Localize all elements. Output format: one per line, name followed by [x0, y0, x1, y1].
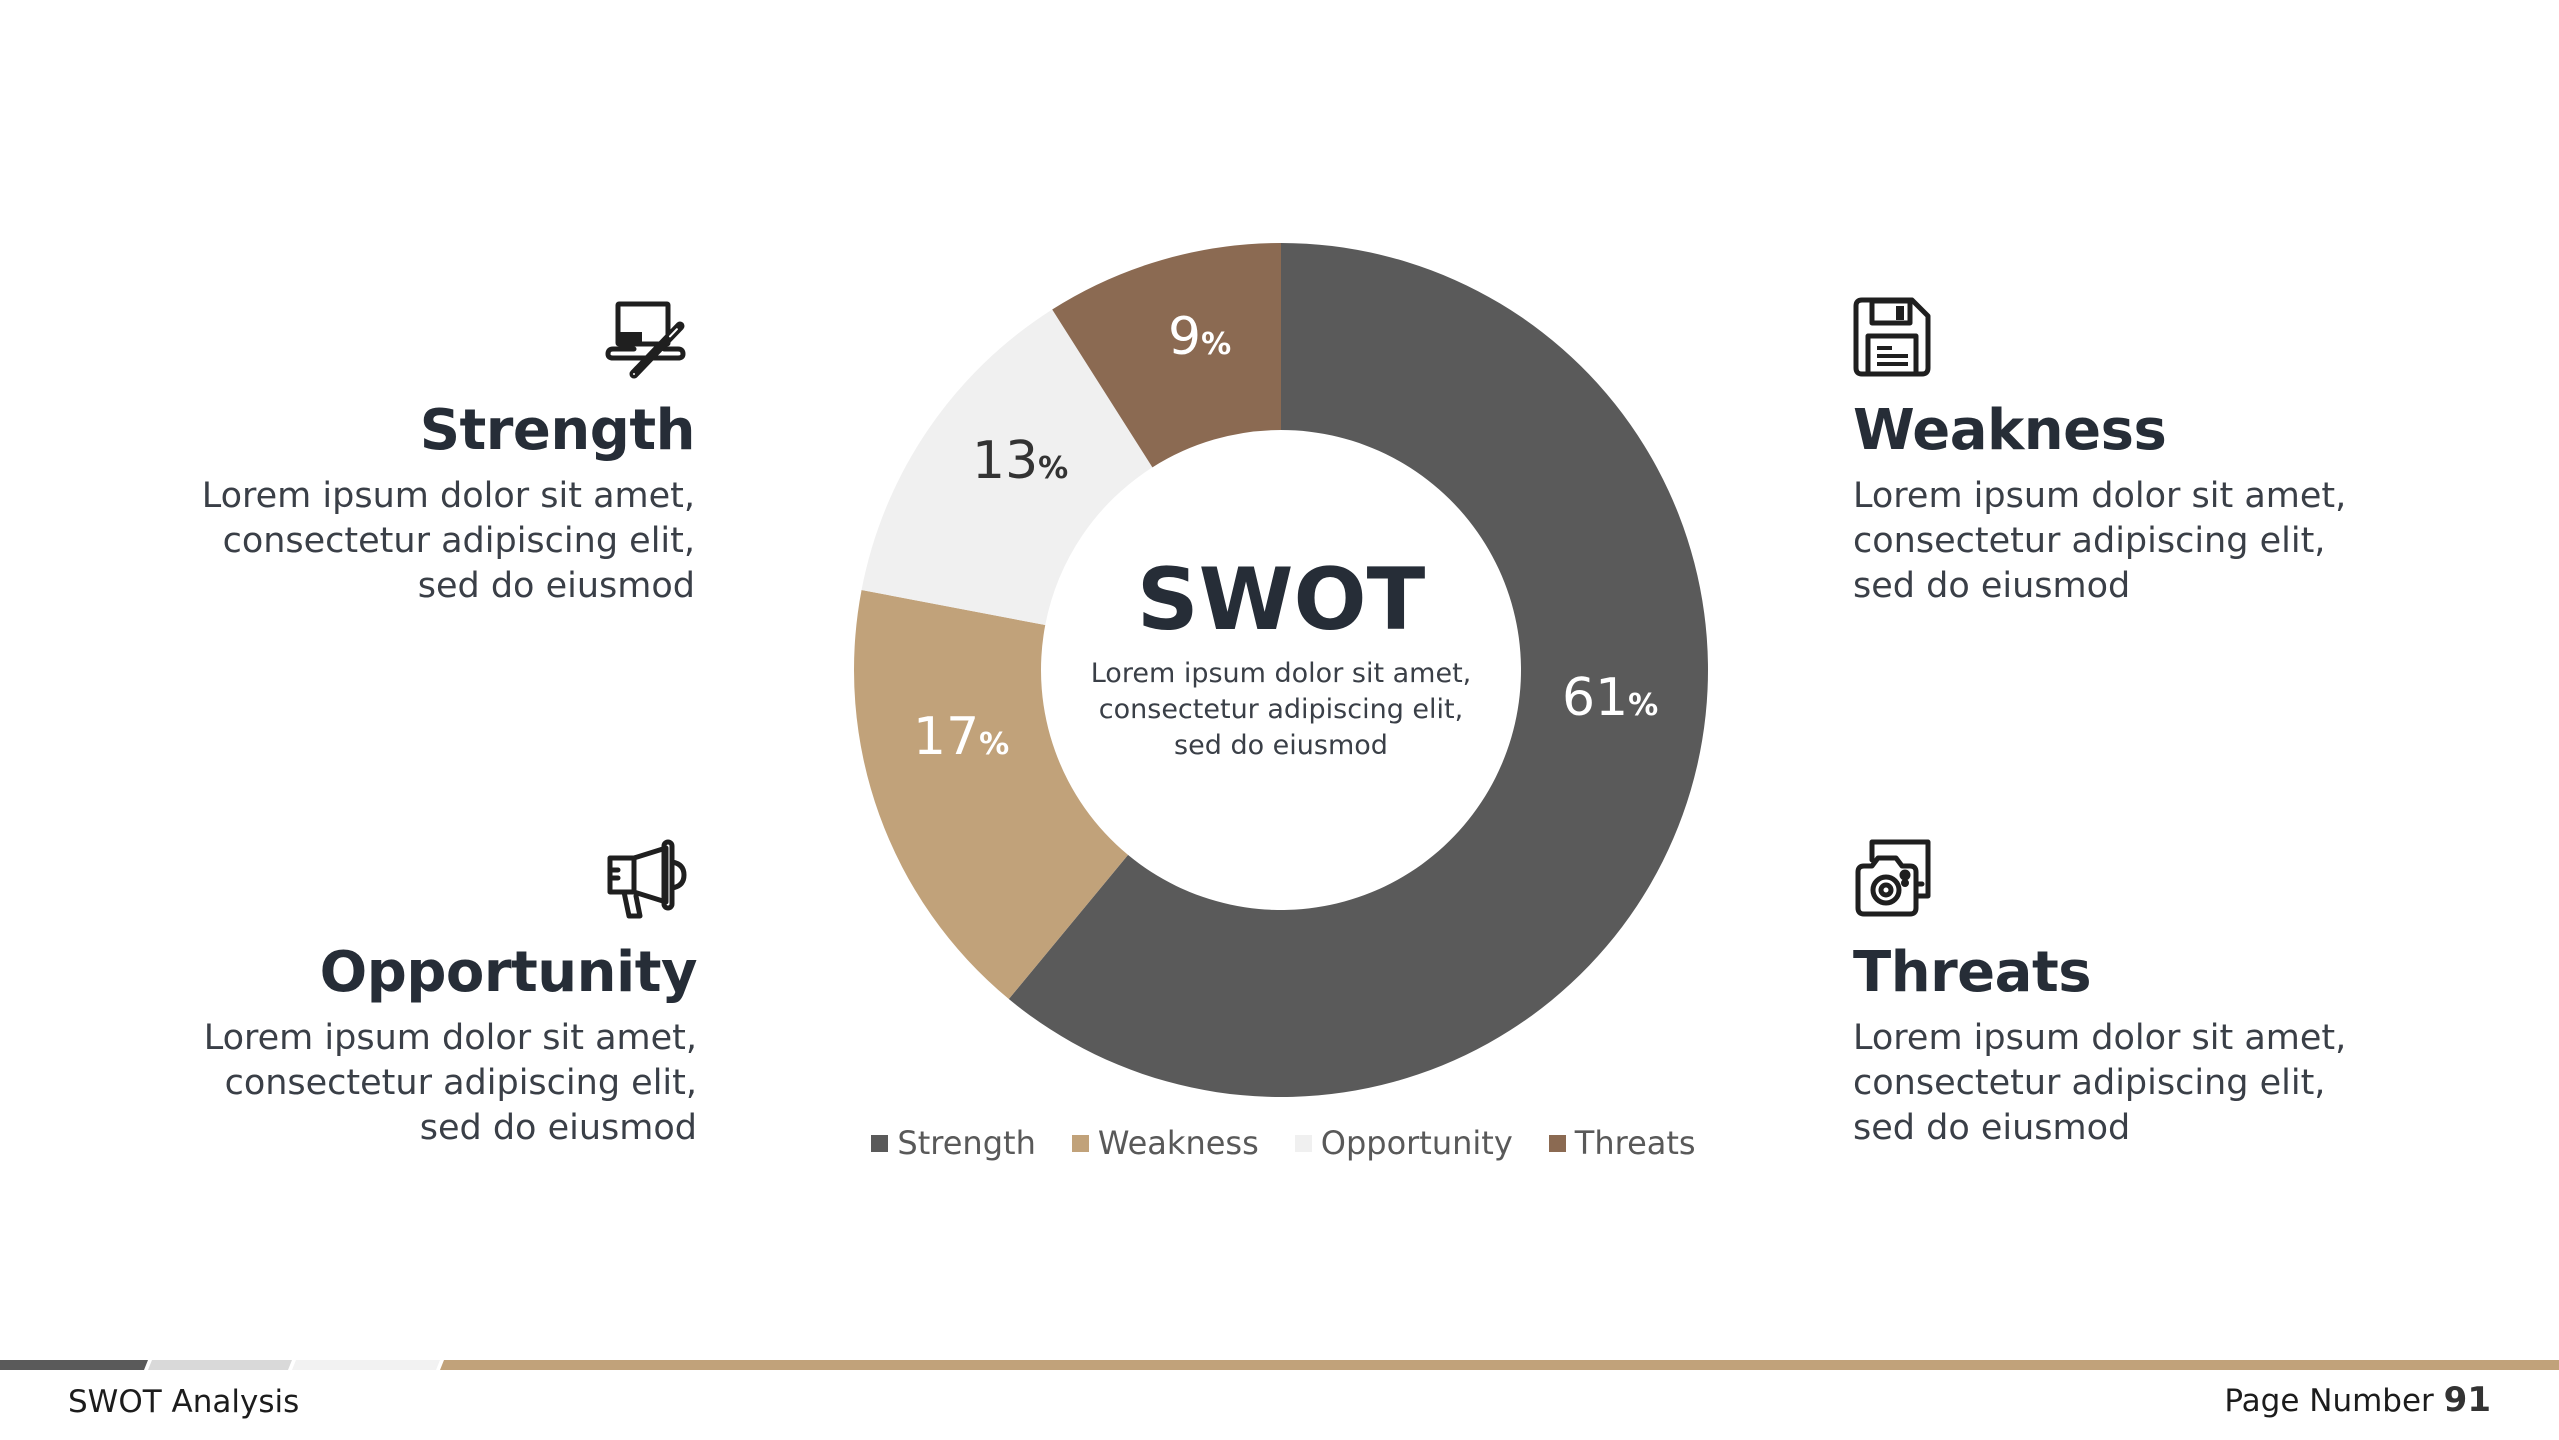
threats-block: Threats Lorem ipsum dolor sit amet, cons… [1853, 940, 2553, 1151]
legend-swatch-threats [1548, 1134, 1566, 1152]
strength-title: Strength [419, 398, 696, 463]
threats-percent-label: 9% [1168, 307, 1232, 367]
footer-accent-bar [0, 1360, 2559, 1370]
opportunity-title: Opportunity [319, 940, 698, 1005]
donut-slice-strength [1008, 243, 1708, 1097]
weakness-description: Lorem ipsum dolor sit amet, consectetur … [1853, 476, 2347, 606]
weakness-title: Weakness [1853, 398, 2167, 463]
weakness-block: Weakness Lorem ipsum dolor sit amet, con… [1853, 398, 2553, 609]
center-title: SWOT [1136, 550, 1426, 650]
legend-item-strength: Strength [871, 1124, 1036, 1162]
donut-slice-opportunity [861, 309, 1153, 626]
strength-block: Strength Lorem ipsum dolor sit amet, con… [0, 398, 696, 609]
laptop-magic-wand-icon [604, 296, 688, 380]
threats-title: Threats [1853, 940, 2092, 1005]
legend-swatch-strength [871, 1134, 889, 1152]
strength-description: Lorem ipsum dolor sit amet, consectetur … [201, 476, 695, 606]
page-number: 91 [2443, 1380, 2491, 1420]
legend-swatch-opportunity [1294, 1134, 1312, 1152]
opportunity-percent-label: 13% [972, 431, 1069, 491]
strength-percent-label: 61% [1562, 668, 1659, 728]
legend-item-weakness: Weakness [1071, 1124, 1259, 1162]
floppy-disk-icon [1850, 296, 1934, 380]
legend-item-opportunity: Opportunity [1294, 1124, 1513, 1162]
megaphone-icon [604, 836, 688, 920]
camera-photos-icon [1850, 834, 1934, 918]
weakness-percent-label: 17% [913, 707, 1010, 767]
legend-swatch-weakness [1071, 1134, 1089, 1152]
donut-slice-weakness [854, 589, 1129, 1000]
opportunity-block: Opportunity Lorem ipsum dolor sit amet, … [0, 940, 698, 1151]
footer-title: SWOT Analysis [68, 1384, 300, 1420]
legend-item-threats: Threats [1548, 1124, 1696, 1162]
center-description: Lorem ipsum dolor sit amet, consectetur … [1090, 658, 1472, 761]
donut-slice-threats [1052, 243, 1281, 468]
threats-description: Lorem ipsum dolor sit amet, consectetur … [1853, 1018, 2347, 1148]
opportunity-description: Lorem ipsum dolor sit amet, consectetur … [203, 1018, 697, 1148]
chart-legend: Strength Weakness Opportunity Threats [0, 1124, 2559, 1162]
footer-page-number: Page Number 91 [2224, 1380, 2491, 1420]
